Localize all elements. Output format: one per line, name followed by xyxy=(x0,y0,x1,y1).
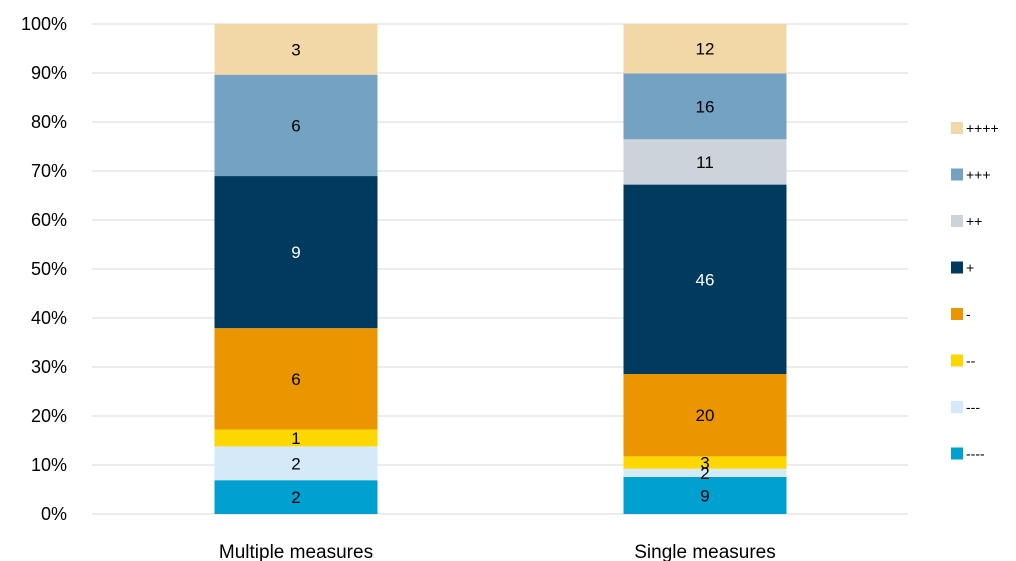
legend-item: + xyxy=(951,260,974,276)
x-tick-label: Multiple measures xyxy=(219,542,373,561)
legend-label: -- xyxy=(966,353,976,369)
legend-item: - xyxy=(951,306,971,322)
y-tick-label: 60% xyxy=(31,210,67,230)
bar-segment xyxy=(623,374,787,457)
legend-item: ++ xyxy=(951,213,982,229)
data-label: 2 xyxy=(700,464,709,483)
legend-swatch xyxy=(951,122,963,134)
x-axis: Multiple measures Single measures xyxy=(219,542,776,561)
data-label: 20 xyxy=(696,406,715,425)
y-tick-label: 10% xyxy=(31,455,67,475)
bar-segment xyxy=(214,446,378,481)
x-tick-label: Single measures xyxy=(634,542,776,561)
data-label: 46 xyxy=(696,270,715,289)
legend-swatch xyxy=(951,261,963,274)
legend-swatch xyxy=(951,168,963,181)
data-label: 3 xyxy=(700,454,709,473)
data-label: 9 xyxy=(291,243,300,262)
legend-item: +++ xyxy=(951,167,991,183)
data-label: 3 xyxy=(291,40,300,59)
data-label: 12 xyxy=(696,40,715,59)
y-tick-label: 90% xyxy=(31,63,67,83)
legend-swatch xyxy=(951,447,963,460)
legend-label: +++ xyxy=(966,167,991,183)
bar-segment xyxy=(623,476,787,514)
y-tick-label: 80% xyxy=(31,112,67,132)
legend-label: + xyxy=(966,260,974,276)
data-label: 9 xyxy=(700,486,709,505)
bar-segment xyxy=(623,184,787,374)
legend-label: --- xyxy=(966,399,980,415)
legend-item: ++++ xyxy=(951,120,999,136)
legend-swatch xyxy=(951,308,963,320)
y-tick-label: 100% xyxy=(21,14,67,34)
data-label: 11 xyxy=(696,153,714,172)
bar-segment xyxy=(623,139,787,185)
y-axis: 0% 10% 20% 30% 40% 50% 60% 70% 80% 90% 100% xyxy=(21,14,67,524)
data-label: 1 xyxy=(291,429,300,448)
bar-segment xyxy=(214,480,378,514)
legend-item: --- xyxy=(951,399,980,415)
bar-segment xyxy=(214,24,378,75)
data-label: 2 xyxy=(291,454,300,473)
legend-label: ++++ xyxy=(966,120,999,136)
legend: ++++++++++---------- xyxy=(951,120,999,462)
data-label: 2 xyxy=(291,488,300,507)
y-tick-label: 50% xyxy=(31,259,67,279)
bar-segment xyxy=(623,24,787,74)
data-label: 16 xyxy=(696,97,715,116)
bar-segment xyxy=(214,429,378,447)
bar-segment xyxy=(214,74,378,177)
legend-item: ---- xyxy=(951,446,985,462)
legend-label: ++ xyxy=(966,213,982,229)
y-tick-label: 20% xyxy=(31,406,67,426)
bar-segment xyxy=(214,176,378,329)
bar-stack: 2 2 1 6 9 6 3 xyxy=(214,24,378,514)
y-tick-label: 0% xyxy=(41,504,67,524)
y-tick-label: 40% xyxy=(31,308,67,328)
bar-segment xyxy=(214,328,378,430)
y-tick-label: 70% xyxy=(31,161,67,181)
legend-label: - xyxy=(966,306,971,322)
bar-segment xyxy=(623,468,787,477)
data-label: 6 xyxy=(291,116,300,135)
bar-segment xyxy=(623,73,787,140)
bar-segment xyxy=(623,456,787,469)
data-label: 6 xyxy=(291,370,300,389)
legend-item: -- xyxy=(951,353,976,369)
legend-swatch xyxy=(951,354,963,367)
legend-label: ---- xyxy=(966,446,985,462)
legend-swatch xyxy=(951,215,963,227)
legend-swatch xyxy=(951,401,963,413)
y-tick-label: 30% xyxy=(31,357,67,377)
bar-stack: 9 23 20 46 11 16 12 xyxy=(623,24,787,514)
